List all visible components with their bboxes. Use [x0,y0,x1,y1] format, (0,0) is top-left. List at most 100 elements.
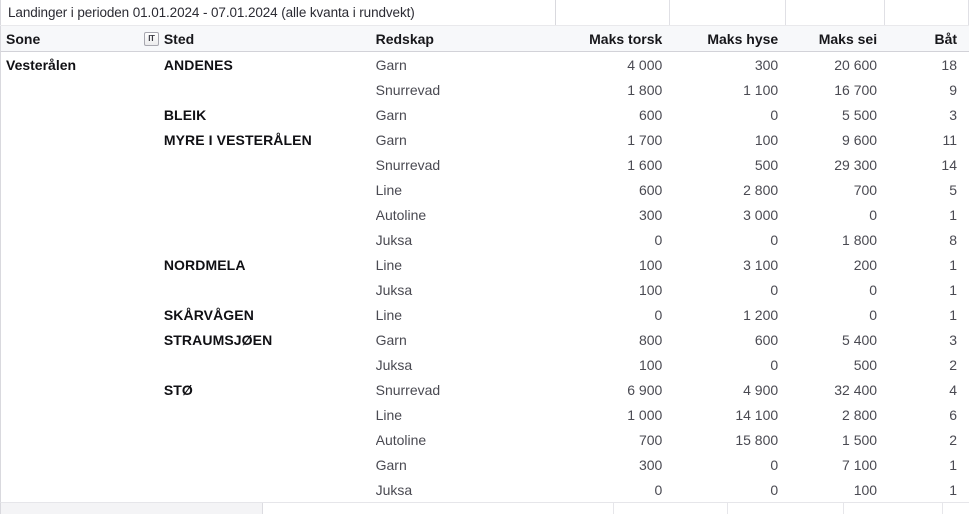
cell-redskap: Juksa [375,231,413,248]
column-header-maks-hyse[interactable]: Maks hyse [670,26,786,51]
cell-bat: 14 [941,156,957,173]
table-row[interactable]: Line 600 2 800 700 5 [1,177,969,202]
text-filter-icon[interactable]: IT [143,31,159,46]
cell-sted [144,352,376,377]
table-row[interactable]: Garn 300 0 7 100 1 [1,452,969,477]
column-header-maks-sei[interactable]: Maks sei [786,26,885,51]
cell-sted: STRAUMSJØEN [163,331,273,348]
column-header-maks-sei-label: Maks sei [818,30,878,47]
cell-maks-hyse: 0 [770,106,779,123]
cell-redskap: Snurrevad [375,381,441,398]
cell-sone [1,202,144,227]
cell-maks-sei: 16 700 [834,81,878,98]
cell-maks-hyse: 15 800 [735,431,779,448]
column-header-sone-label: Sone [6,30,41,47]
cell-sted: NORDMELA [163,256,246,273]
cell-maks-sei: 0 [869,281,878,298]
cell-maks-torsk: 300 [638,456,663,473]
cell-bat: 2 [949,356,957,373]
cell-bat: 2 [949,431,957,448]
cell-redskap: Garn [375,56,407,73]
table-row[interactable]: SKÅRVÅGEN Line 0 1 200 0 1 [1,302,969,327]
table-row[interactable]: Autoline 300 3 000 0 1 [1,202,969,227]
table-row[interactable]: Juksa 100 0 0 1 [1,277,969,302]
cell-sone: Vesterålen [6,56,77,73]
cell-redskap: Autoline [375,431,427,448]
column-header-sone[interactable]: Sone [1,26,144,51]
table-row[interactable]: Snurrevad 1 800 1 100 16 700 9 [1,77,969,102]
cell-redskap: Line [375,181,403,198]
cell-redskap: Garn [375,131,407,148]
column-header-redskap[interactable]: Redskap [376,26,557,51]
cell-maks-hyse: 1 200 [743,306,779,323]
column-header-redskap-label: Redskap [375,30,434,47]
column-header-maks-hyse-label: Maks hyse [707,30,779,47]
cell-maks-hyse: 0 [770,231,779,248]
cell-sone [1,77,144,102]
cell-sted [144,227,376,252]
table-row[interactable]: Juksa 0 0 1 800 8 [1,227,969,252]
cell-redskap: Garn [375,106,407,123]
cell-maks-torsk: 1 800 [627,81,663,98]
table-row[interactable]: BLEIK Garn 600 0 5 500 3 [1,102,969,127]
cell-maks-hyse: 0 [770,456,779,473]
table-row[interactable]: Line 1 000 14 100 2 800 6 [1,402,969,427]
cell-maks-hyse: 0 [770,281,779,298]
cell-sone [1,377,144,402]
column-header-sted[interactable]: IT Sted [143,26,376,51]
column-header-maks-torsk[interactable]: Maks torsk [556,26,670,51]
table-row[interactable]: Autoline 700 15 800 1 500 2 [1,427,969,452]
cell-sone [1,427,144,452]
cell-maks-torsk: 0 [654,231,663,248]
cell-sted [144,427,376,452]
cell-sone [1,452,144,477]
cell-sone [1,227,144,252]
cell-sted: STØ [163,381,193,398]
cell-maks-torsk: 1 000 [627,406,663,423]
title-row-spacer-sei [786,0,885,25]
cell-maks-hyse: 3 100 [743,256,779,273]
table-row[interactable]: Snurrevad 1 600 500 29 300 14 [1,152,969,177]
cell-sted: SKÅRVÅGEN [163,306,254,323]
table-row[interactable]: STØ Snurrevad 6 900 4 900 32 400 4 [1,377,969,402]
cell-maks-sei: 5 400 [842,331,878,348]
cell-maks-hyse: 300 [754,56,779,73]
cell-maks-sei: 0 [869,306,878,323]
cell-redskap: Juksa [375,356,413,373]
cell-maks-hyse: 100 [754,131,779,148]
table-row[interactable]: STRAUMSJØEN Garn 800 600 5 400 3 [1,327,969,352]
cell-maks-sei: 100 [853,481,878,498]
table-row[interactable]: Vesterålen ANDENES Garn 4 000 300 20 600 18 [1,52,969,77]
cell-maks-hyse: 14 100 [735,406,779,423]
cell-bat: 11 [942,131,957,148]
cell-maks-torsk: 700 [638,431,663,448]
column-header-sted-label: Sted [163,30,195,47]
cell-maks-hyse: 1 100 [743,81,779,98]
cell-sted [144,452,376,477]
cell-sted [144,77,376,102]
title-row-spacer-torsk [556,0,670,25]
cell-bat: 4 [949,381,957,398]
cell-redskap: Line [375,406,403,423]
cell-redskap: Line [375,256,403,273]
cell-bat: 1 [949,256,957,273]
cell-redskap: Autoline [375,206,427,223]
table-row[interactable]: NORDMELA Line 100 3 100 200 1 [1,252,969,277]
cell-sone [1,252,144,277]
cell-maks-torsk: 300 [638,206,663,223]
table-row[interactable]: Juksa 100 0 500 2 [1,352,969,377]
cell-maks-sei: 20 600 [834,56,878,73]
table-row[interactable]: MYRE I VESTERÅLEN Garn 1 700 100 9 600 11 [1,127,969,152]
cell-maks-sei: 9 600 [842,131,878,148]
cell-maks-hyse: 2 800 [743,181,779,198]
table-row[interactable]: Juksa 0 0 100 1 [1,477,969,502]
cell-sone [1,302,144,327]
column-header-bat[interactable]: Båt [885,26,969,51]
title-row-spacer-bat [885,0,969,25]
cell-bat: 1 [949,306,957,323]
cell-redskap: Snurrevad [375,156,441,173]
cell-maks-sei: 1 500 [842,431,878,448]
cell-maks-torsk: 0 [654,481,663,498]
table-header-row: Sone IT Sted Redskap Maks torsk Maks hys… [0,26,969,52]
cell-sted: BLEIK [163,106,207,123]
